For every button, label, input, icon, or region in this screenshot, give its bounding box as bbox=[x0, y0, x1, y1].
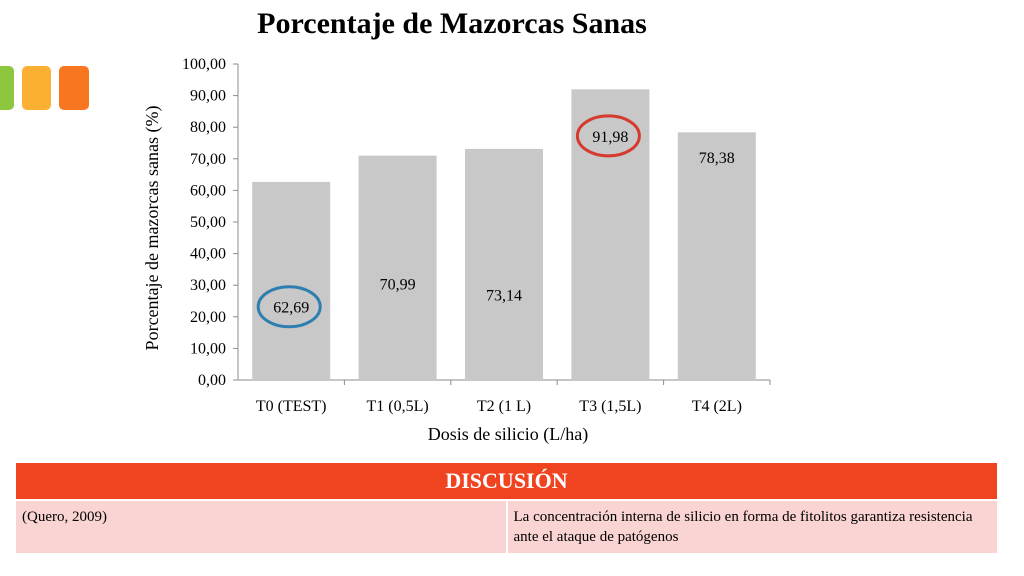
y-tick-label: 0,00 bbox=[198, 372, 226, 389]
highlight-circle bbox=[575, 114, 641, 158]
bar bbox=[677, 132, 756, 380]
bar bbox=[252, 181, 331, 380]
data-label: 73,14 bbox=[486, 287, 522, 304]
y-tick-label: 70,00 bbox=[190, 151, 226, 168]
highlight-circle bbox=[256, 285, 322, 329]
y-tick-label: 60,00 bbox=[190, 182, 226, 199]
y-tick-label: 40,00 bbox=[190, 246, 226, 263]
bar-chart: 0,00 10,00 20,00 30,00 40,00 50,00 60,00 70,00 8… bbox=[142, 56, 771, 445]
y-tick-label: 80,00 bbox=[190, 119, 226, 136]
data-label: 78,38 bbox=[699, 150, 735, 167]
y-tick-label: 20,00 bbox=[190, 309, 226, 326]
discussion-text-cell: La concentración interna de silicio en f… bbox=[506, 500, 997, 553]
y-tick-label: 30,00 bbox=[190, 277, 226, 294]
x-tick-label: T4 (2L) bbox=[692, 398, 742, 415]
bar bbox=[571, 89, 650, 380]
table-row: (Quero, 2009) La concentración interna d… bbox=[16, 500, 997, 553]
decorative-yellow-tab bbox=[22, 66, 51, 110]
data-label: 91,98 bbox=[592, 129, 628, 146]
x-tick-label: T2 (1 L) bbox=[477, 398, 531, 415]
y-tick-label: 90,00 bbox=[190, 88, 226, 105]
y-tick-label: 10,00 bbox=[190, 340, 226, 357]
y-tick-label: 50,00 bbox=[190, 214, 226, 231]
x-tick-label: T3 (1,5L) bbox=[579, 398, 641, 415]
y-tick-label: 100,00 bbox=[182, 56, 226, 73]
bar bbox=[465, 148, 543, 380]
x-axis-title: Dosis de silicio (L/ha) bbox=[428, 424, 588, 445]
data-label: 62,69 bbox=[273, 300, 309, 317]
chart-title: Porcentaje de Mazorcas Sanas bbox=[257, 7, 647, 40]
x-tick-label: T0 (TEST) bbox=[256, 398, 327, 415]
x-tick-label: T1 (0,5L) bbox=[366, 398, 428, 415]
data-label: 70,99 bbox=[380, 277, 416, 294]
discussion-table: DISCUSIÓN (Quero, 2009) La concentración… bbox=[16, 463, 997, 553]
reference-cell: (Quero, 2009) bbox=[16, 500, 508, 553]
y-axis-title: Porcentaje de mazorcas sanas (%) bbox=[142, 106, 163, 351]
decorative-orange-tab bbox=[59, 66, 89, 110]
bar bbox=[358, 155, 437, 380]
discussion-header: DISCUSIÓN bbox=[16, 463, 997, 501]
decorative-green-tab bbox=[0, 66, 14, 110]
